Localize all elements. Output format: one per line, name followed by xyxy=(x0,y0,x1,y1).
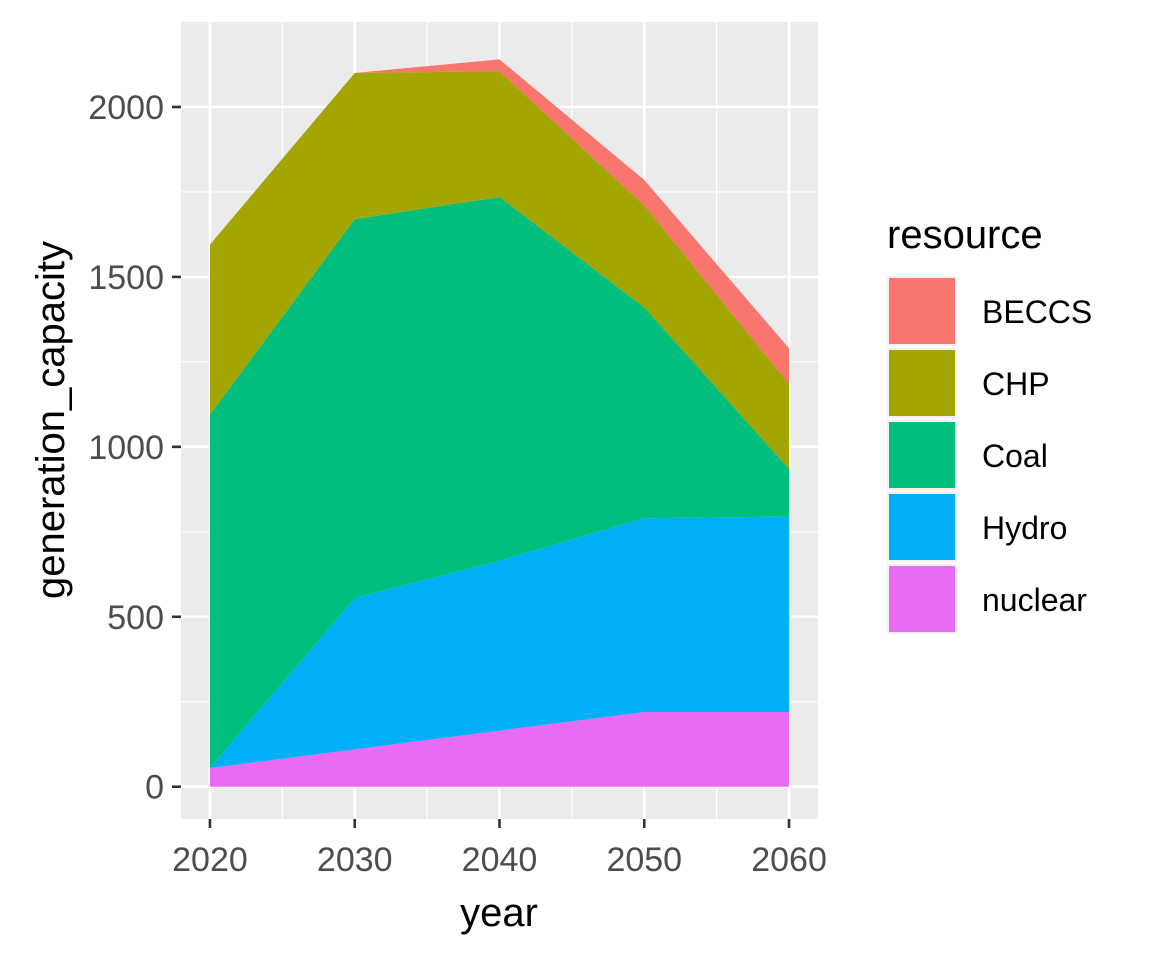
area-series xyxy=(209,59,790,787)
legend-swatch-hydro xyxy=(889,494,955,560)
legend: resource BECCS CHP Coal Hydro nuclear xyxy=(887,213,1092,634)
x-tick-label: 2030 xyxy=(317,841,393,879)
y-axis-title: generation_capacity xyxy=(29,241,73,599)
x-axis-title: year xyxy=(460,891,538,935)
legend-swatch-coal xyxy=(889,422,955,488)
x-tick-label: 2060 xyxy=(751,841,827,879)
area-beccs xyxy=(209,59,790,384)
x-tick-label: 2040 xyxy=(462,841,538,879)
legend-title: resource xyxy=(887,213,1043,257)
x-tick-label: 2050 xyxy=(606,841,682,879)
area-chp xyxy=(209,71,790,469)
y-tick-label: 0 xyxy=(145,769,164,807)
y-tick-label: 1500 xyxy=(88,259,164,297)
legend-swatch-beccs xyxy=(889,278,955,344)
y-tick-label: 2000 xyxy=(88,89,164,127)
y-tick-label: 500 xyxy=(107,599,164,637)
x-tick-label: 2020 xyxy=(172,841,248,879)
legend-swatch-nuclear xyxy=(889,566,955,632)
area-hydro xyxy=(209,516,790,769)
legend-label-hydro: Hydro xyxy=(982,510,1067,546)
legend-label-coal: Coal xyxy=(982,438,1048,474)
area-nuclear xyxy=(209,711,790,787)
legend-label-nuclear: nuclear xyxy=(982,582,1087,618)
area-coal xyxy=(209,197,790,769)
legend-label-chp: CHP xyxy=(982,366,1050,402)
legend-swatch-chp xyxy=(889,350,955,416)
y-tick-label: 1000 xyxy=(88,429,164,467)
legend-label-beccs: BECCS xyxy=(982,294,1092,330)
axes: 0 500 1000 1500 2000 2020 2030 2040 2050 2060 xyxy=(88,89,827,879)
